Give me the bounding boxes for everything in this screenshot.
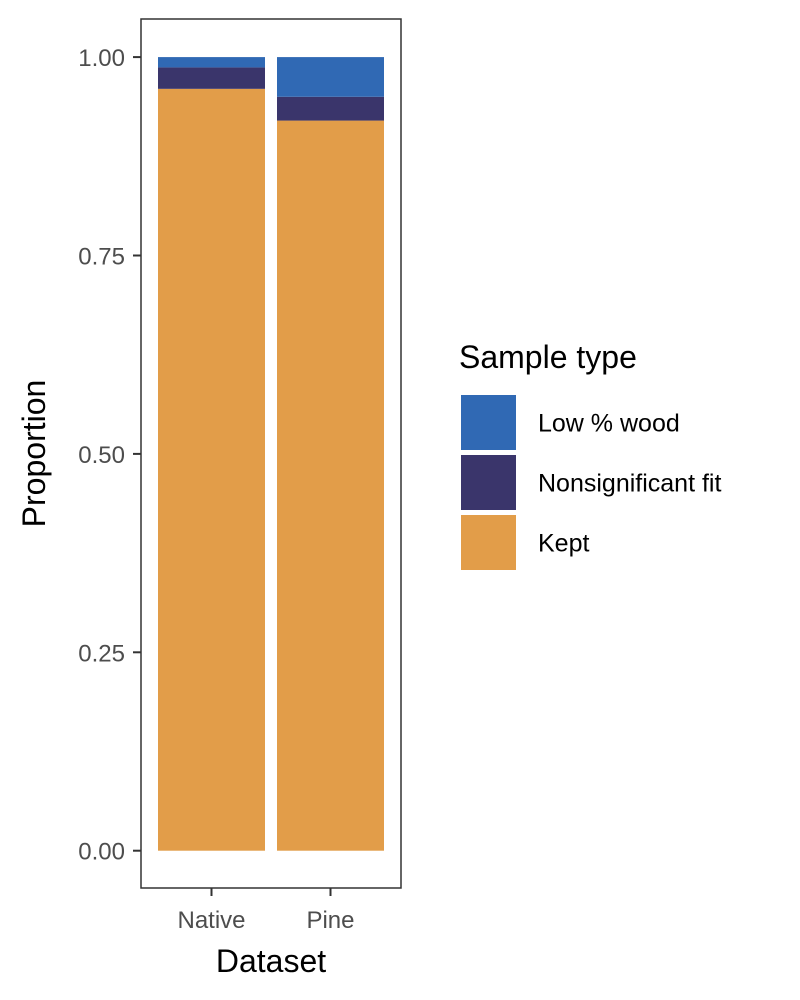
bar-pine-low-wood [277,57,384,97]
y-tick-label: 0.25 [78,640,125,667]
x-tick-label: Native [177,907,245,934]
bar-native-nonsignificant-fit [158,67,265,89]
bar-native-kept [158,88,265,851]
legend: Sample type Low % wood Nonsignificant fit… [459,339,721,570]
y-tick-label: 0.00 [78,839,125,866]
y-axis: 0.00 0.25 0.50 0.75 1.00 [78,45,141,866]
x-axis: Native Pine [177,888,355,934]
legend-key-kept [461,515,516,570]
legend-key-nonsignificant-fit [461,455,516,510]
legend-key-low-wood [461,395,516,450]
legend-label: Kept [538,530,589,558]
legend-label: Low % wood [538,410,680,438]
bar-pine-nonsignificant-fit [277,96,384,121]
x-tick-label: Pine [306,907,354,934]
x-axis-title: Dataset [216,943,326,979]
legend-label: Nonsignificant fit [538,470,721,498]
y-axis-title: Proportion [16,380,52,528]
bars-layer [158,57,384,851]
y-tick-label: 0.75 [78,243,125,270]
y-tick-label: 1.00 [78,45,125,72]
y-tick-label: 0.50 [78,442,125,469]
bar-native-low-wood [158,57,265,68]
legend-title: Sample type [459,339,637,375]
bar-pine-kept [277,120,384,851]
